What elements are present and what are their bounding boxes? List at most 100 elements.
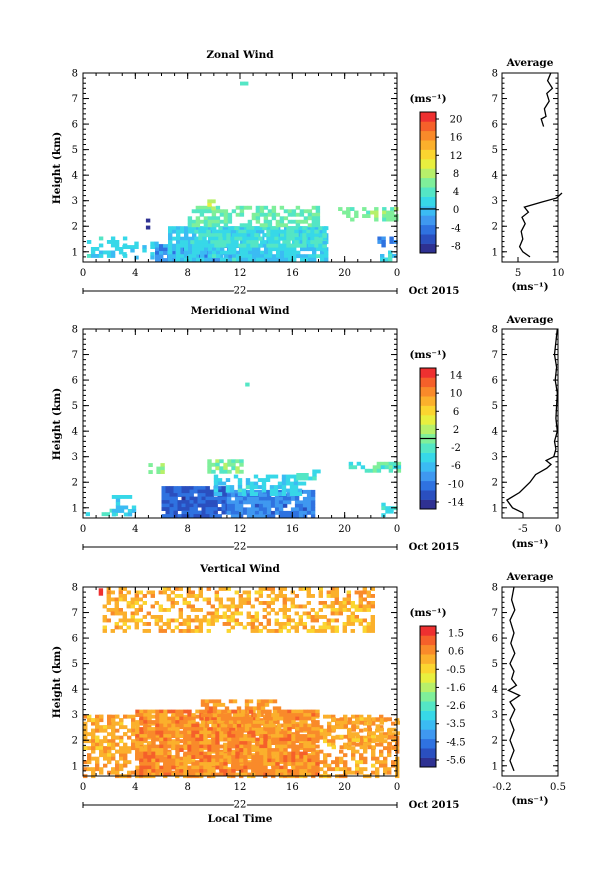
heatmap-cell [334, 618, 339, 623]
heatmap-cell [143, 713, 148, 717]
heatmap-cell [155, 765, 160, 770]
heatmap-cell [262, 496, 268, 501]
heatmap-cell [316, 226, 321, 231]
heatmap-cell [190, 226, 195, 231]
heatmap-cell [358, 594, 363, 598]
heatmap-cell [207, 744, 212, 749]
heatmap-cell [310, 594, 315, 598]
heatmap-cell [187, 751, 192, 756]
heatmap-cell [159, 758, 164, 763]
heatmap-cell [264, 727, 270, 732]
heatmap-cell [173, 510, 178, 515]
heatmap-cell [111, 770, 116, 775]
heatmap-cell [130, 604, 135, 609]
heatmap-cell [235, 730, 240, 735]
heatmap-cell [379, 760, 384, 765]
heatmap-cell [213, 488, 219, 493]
avg-y-tick-label: 6 [492, 634, 498, 645]
heatmap-cell [191, 727, 196, 731]
heatmap-cell [232, 699, 238, 704]
heatmap-cell [210, 618, 215, 623]
heatmap-cell [188, 229, 193, 234]
heatmap-cell [106, 608, 111, 612]
colorbar-frame [419, 111, 437, 254]
heatmap-cell [255, 730, 260, 735]
heatmap-cell [268, 716, 274, 721]
avg-y-tick-label: 4 [492, 685, 498, 696]
heatmap-cell [227, 219, 233, 224]
heatmap-cell [238, 622, 243, 626]
heatmap-cell [239, 769, 244, 773]
heatmap-cell [270, 514, 276, 519]
heatmap-cell [282, 615, 287, 619]
heatmap-cell [220, 723, 226, 728]
heatmap-cell [283, 734, 288, 738]
heatmap-cell [114, 240, 120, 244]
heatmap-cell [217, 507, 222, 511]
heatmap-cell [256, 720, 262, 725]
heatmap-cell [367, 735, 372, 740]
colorbar-tick-label: -2 [451, 443, 461, 454]
heatmap-cell [111, 725, 116, 730]
y-tick-label: 2 [72, 222, 78, 233]
heatmap-cell [315, 727, 320, 731]
heatmap-cell [130, 597, 135, 602]
heatmap-cell [275, 720, 280, 724]
heatmap-cell [139, 741, 144, 745]
heatmap-cell [251, 762, 256, 766]
heatmap-cell [370, 604, 375, 609]
heatmap-cell [331, 739, 336, 744]
heatmap-cell [322, 629, 327, 633]
heatmap-cell [250, 229, 255, 234]
heatmap-cell [246, 510, 252, 515]
heatmap-cell [294, 503, 300, 508]
heatmap-cell [199, 219, 205, 224]
heatmap-cell [254, 503, 260, 508]
heatmap-cell [146, 622, 151, 626]
heatmap-cell [119, 739, 124, 744]
heatmap-cell [342, 604, 347, 609]
heatmap-cell [390, 217, 395, 222]
heatmap-cell [188, 226, 193, 231]
heatmap-cell [260, 229, 265, 234]
x-tick-label: 20 [338, 524, 351, 535]
heatmap-cell [294, 240, 299, 245]
heatmap-cell [122, 611, 127, 616]
heatmap-cell [261, 481, 267, 486]
heatmap-cell [135, 727, 140, 731]
heatmap-cell [304, 473, 309, 477]
heatmap-cell [358, 604, 363, 609]
heatmap-cell [291, 744, 296, 749]
heatmap-cell [215, 762, 220, 766]
heatmap-cell [91, 735, 96, 740]
heatmap-cell [396, 461, 402, 466]
colorbar-tick-label: 6 [453, 407, 459, 418]
heatmap-cell [158, 604, 163, 609]
heatmap-cell [202, 597, 207, 602]
heatmap-cell [205, 496, 210, 501]
colorbar-swatch [420, 673, 436, 683]
heatmap-cell [343, 753, 348, 758]
heatmap-cell [191, 748, 196, 752]
heatmap-cell [205, 500, 210, 504]
heatmap-cell [179, 247, 184, 252]
heatmap-cell [123, 753, 128, 758]
heatmap-cell [366, 629, 371, 633]
heatmap-cell [107, 718, 112, 723]
heatmap-cell [375, 756, 380, 761]
heatmap-cell [383, 739, 388, 744]
heatmap-cell [263, 762, 268, 766]
heatmap-cell [343, 745, 348, 750]
heatmap-cell [169, 510, 174, 515]
heatmap-cell [282, 622, 287, 626]
heatmap-cell [208, 247, 213, 252]
heatmap-cell [273, 492, 279, 496]
heatmap-cell [289, 488, 295, 493]
heatmap-cell [286, 243, 291, 248]
heatmap-cell [94, 247, 100, 251]
heatmap-cell [229, 485, 235, 489]
heatmap-cell [244, 247, 249, 252]
heatmap-cell [278, 514, 284, 519]
heatmap-cell [270, 233, 275, 238]
